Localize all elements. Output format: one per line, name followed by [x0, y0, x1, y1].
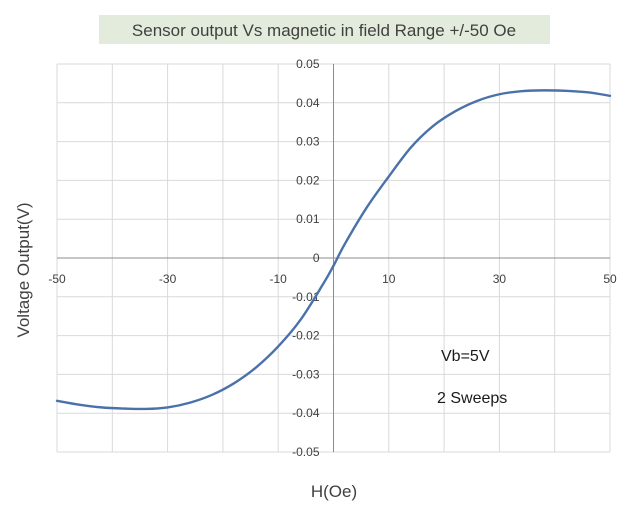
y-tick-label: -0.02: [292, 329, 320, 343]
x-tick-label: 30: [493, 272, 507, 286]
series-group: [55, 89, 612, 411]
chart-title: Sensor output Vs magnetic in field Range…: [132, 21, 516, 40]
x-tick-label: -10: [270, 272, 288, 286]
axes: [57, 64, 610, 452]
y-tick-label: 0.01: [296, 212, 320, 226]
y-tick-label: 0: [313, 251, 320, 265]
y-tick-label: 0.02: [296, 173, 320, 187]
x-tick-labels: -50 -30 -10 10 30 50: [48, 272, 617, 286]
y-tick-label: 0.03: [296, 135, 320, 149]
x-tick-label: -30: [159, 272, 177, 286]
y-axis-title: Voltage Output(V): [14, 202, 33, 337]
series-line: [55, 89, 612, 411]
annotation-vb: Vb=5V: [441, 348, 490, 365]
y-tick-label: -0.04: [292, 406, 320, 420]
annotation-sweeps: 2 Sweeps: [437, 390, 507, 407]
title-box: [99, 15, 550, 44]
x-tick-label: 10: [382, 272, 396, 286]
y-tick-label: -0.03: [292, 367, 320, 381]
y-tick-label: 0.04: [296, 96, 320, 110]
y-tick-labels: 0.050.040.030.020.010-0.01-0.02-0.03-0.0…: [292, 57, 320, 459]
y-tick-label: -0.05: [292, 445, 320, 459]
x-tick-label: -50: [48, 272, 66, 286]
y-tick-label: 0.05: [296, 57, 320, 71]
x-axis-title: H(Oe): [311, 482, 357, 501]
x-tick-label: 50: [603, 272, 617, 286]
